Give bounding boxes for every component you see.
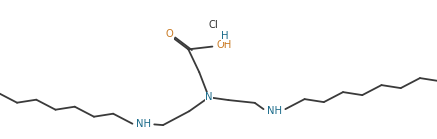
Text: OH: OH: [217, 40, 232, 50]
Text: Cl: Cl: [208, 20, 218, 30]
Text: O: O: [166, 29, 173, 39]
Text: NH: NH: [267, 106, 282, 116]
Text: NH: NH: [136, 119, 151, 129]
Text: N: N: [205, 92, 213, 102]
Text: H: H: [221, 31, 229, 41]
